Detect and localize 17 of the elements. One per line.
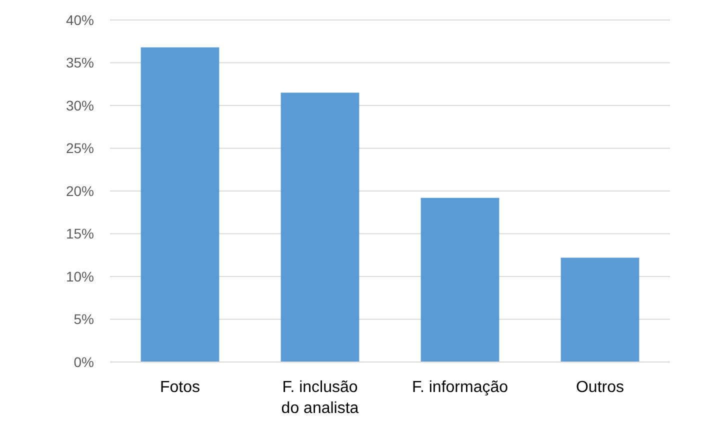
bar: [280, 92, 360, 362]
y-tick-label: 15%: [66, 226, 94, 242]
x-tick-label: F. inclusão do analista: [281, 379, 359, 417]
y-tick-label: 10%: [66, 268, 94, 284]
y-tick-label: 40%: [66, 12, 94, 28]
y-tick-label: 35%: [66, 54, 94, 71]
x-tick-label: F. informação: [412, 379, 508, 396]
y-tick-label: 0%: [74, 354, 94, 370]
y-tick-label: 5%: [74, 311, 94, 328]
x-tick-label: Outros: [576, 379, 624, 396]
x-tick-label: Fotos: [160, 379, 200, 396]
bar: [140, 47, 220, 362]
y-tick-label: 20%: [66, 182, 94, 199]
y-tick-label: 25%: [66, 140, 94, 156]
y-tick-label: 30%: [66, 97, 94, 114]
bar: [560, 258, 640, 362]
bar: [420, 198, 500, 362]
